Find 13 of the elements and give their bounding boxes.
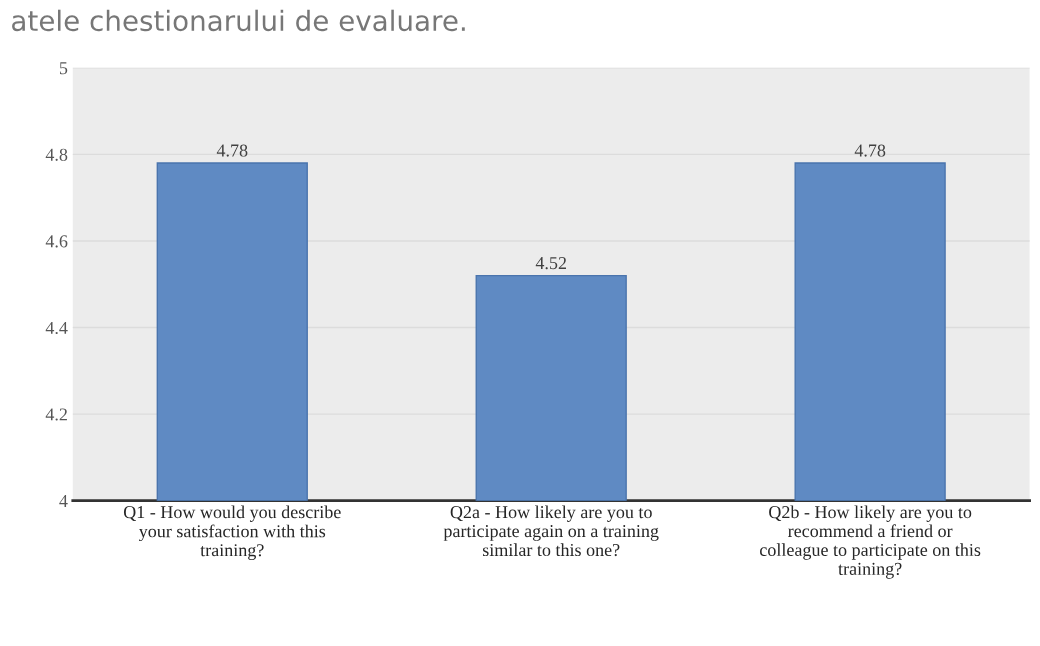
x-tick-label: Q2b - How likely are you to recommend a friend or colleague to participate on this training? xyxy=(760,505,981,579)
y-tick-label: 5 xyxy=(59,62,68,75)
y-tick-label: 4.8 xyxy=(45,148,68,161)
data-label: 4.78 xyxy=(216,144,248,157)
y-tick-label: 4 xyxy=(59,495,68,507)
chart-title: atele chestionarului de evaluare. xyxy=(12,9,465,32)
data-label: 4.52 xyxy=(535,257,566,270)
x-tick-label: Q1 - How would you describe your satisfaction with this training? xyxy=(123,505,341,561)
x-tick-label: Q2a - How likely are you to participate again on a training similar to this one? xyxy=(443,505,659,557)
data-label: 4.78 xyxy=(854,144,886,157)
y-tick-label: 4.6 xyxy=(45,235,68,248)
y-tick-label: 4.2 xyxy=(45,408,67,421)
y-tick-label: 4.4 xyxy=(45,321,68,335)
